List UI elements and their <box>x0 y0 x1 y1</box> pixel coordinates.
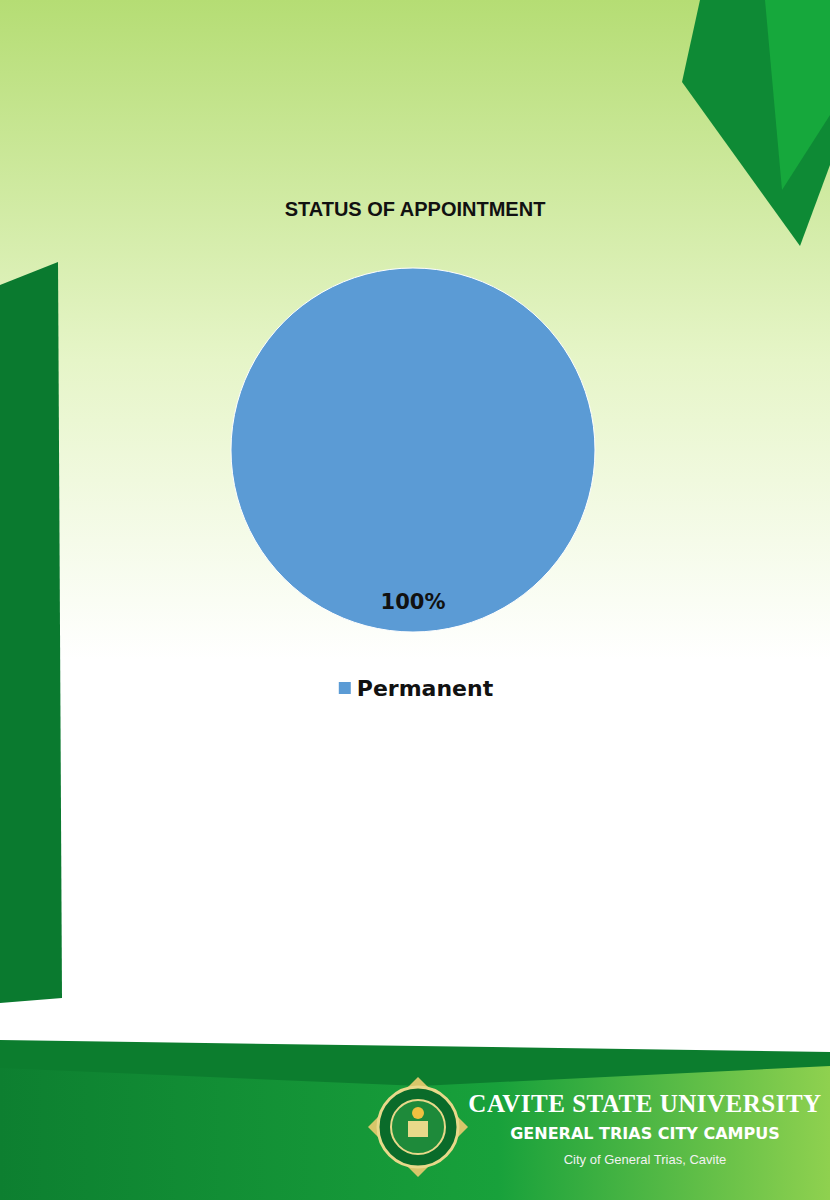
html-text:GENERAL TRIAS CITY CAMPUS: GENERAL TRIAS CITY CAMPUS <box>510 1124 780 1143</box>
html-text:CAVITE STATE UNIVERSITY: CAVITE STATE UNIVERSITY <box>468 1090 822 1117</box>
svg-text:100%: 100% <box>381 590 446 614</box>
svg-text:STATUS OF APPOINTMENT: STATUS OF APPOINTMENT <box>285 198 546 220</box>
html-text:City of General Trias, Cavite: City of General Trias, Cavite <box>563 1152 727 1167</box>
svg-text:Permanent: Permanent <box>357 676 494 701</box>
